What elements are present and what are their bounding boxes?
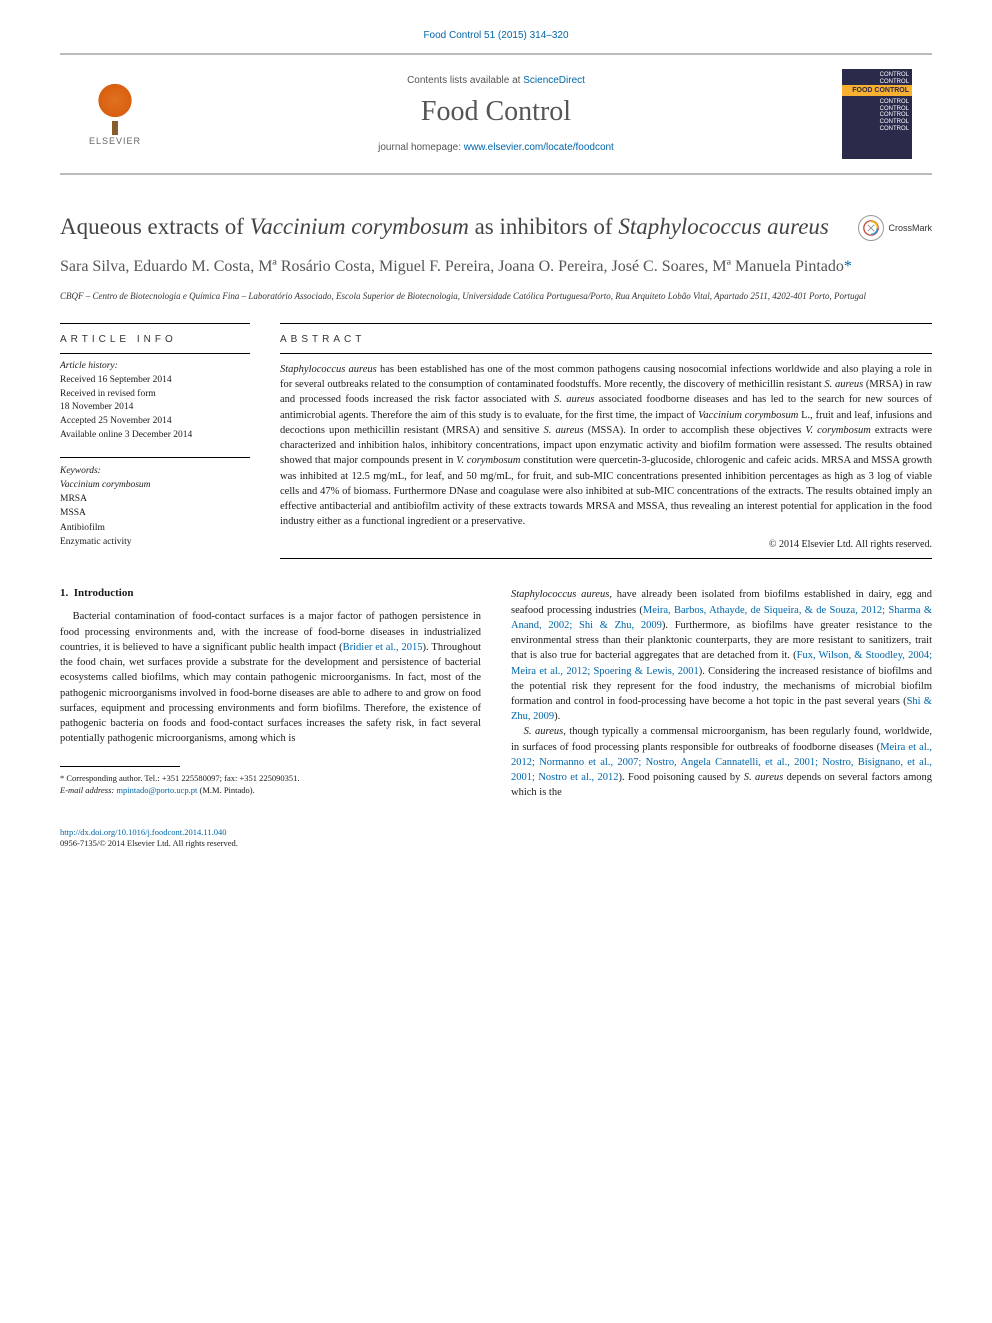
article-info-column: ARTICLE INFO Article history: Received 1…	[60, 323, 250, 559]
revised-label: Received in revised form	[60, 388, 250, 402]
title-row: Aqueous extracts of Vaccinium corymbosum…	[60, 211, 932, 242]
abstract-header: ABSTRACT	[280, 324, 932, 353]
keywords-label: Keywords:	[60, 464, 250, 478]
corresponding-mark: *	[844, 258, 852, 275]
received-date: Received 16 September 2014	[60, 374, 250, 388]
body-column-right: Staphylococcus aureus, have already been…	[511, 587, 932, 800]
homepage-line: journal homepage: www.elsevier.com/locat…	[150, 142, 842, 153]
authors-line: Sara Silva, Eduardo M. Costa, Mª Rosário…	[60, 256, 932, 278]
affiliation: CBQF – Centro de Biotecnologia e Química…	[60, 290, 932, 303]
section-title: Introduction	[74, 587, 134, 599]
footnote-rule	[60, 766, 180, 767]
crossmark-badge[interactable]: CrossMark	[858, 215, 932, 241]
article-info-header: ARTICLE INFO	[60, 324, 250, 353]
body-columns: 1. Introduction Bacterial contamination …	[60, 587, 932, 800]
keyword-item: Vaccinium corymbosum	[60, 478, 250, 492]
paragraph: S. aureus, though typically a commensal …	[511, 724, 932, 800]
elsevier-tree-icon	[90, 83, 140, 133]
corresponding-line: * Corresponding author. Tel.: +351 22558…	[60, 773, 481, 785]
keyword-item: MSSA	[60, 506, 250, 520]
email-line: E-mail address: mpintado@porto.ucp.pt (M…	[60, 785, 481, 797]
homepage-prefix: journal homepage:	[378, 142, 464, 153]
history-label: Article history:	[60, 360, 250, 374]
footer-links: http://dx.doi.org/10.1016/j.foodcont.201…	[60, 827, 932, 851]
issn-line: 0956-7135/© 2014 Elsevier Ltd. All right…	[60, 838, 932, 850]
email-label: E-mail address:	[60, 785, 114, 795]
paragraph: Staphylococcus aureus, have already been…	[511, 587, 932, 724]
elsevier-logo: ELSEVIER	[80, 74, 150, 154]
contents-available-line: Contents lists available at ScienceDirec…	[150, 75, 842, 86]
doi-link[interactable]: http://dx.doi.org/10.1016/j.foodcont.201…	[60, 827, 226, 837]
revised-date: 18 November 2014	[60, 401, 250, 415]
corresponding-footnote: * Corresponding author. Tel.: +351 22558…	[60, 773, 481, 797]
keywords-block: Keywords: Vaccinium corymbosum MRSA MSSA…	[60, 457, 250, 550]
contents-prefix: Contents lists available at	[407, 75, 523, 86]
online-date: Available online 3 December 2014	[60, 429, 250, 443]
keyword-item: Enzymatic activity	[60, 535, 250, 549]
body-text: Bacterial contamination of food-contact …	[60, 609, 481, 746]
header-center: Contents lists available at ScienceDirec…	[150, 75, 842, 153]
elsevier-label: ELSEVIER	[89, 136, 141, 146]
article-title: Aqueous extracts of Vaccinium corymbosum…	[60, 211, 838, 242]
article-history-block: Article history: Received 16 September 2…	[60, 353, 250, 443]
journal-name: Food Control	[150, 96, 842, 128]
email-link[interactable]: mpintado@porto.ucp.pt	[116, 785, 197, 795]
body-text: Staphylococcus aureus, have already been…	[511, 587, 932, 800]
abstract-column: ABSTRACT Staphylococcus aureus has been …	[280, 323, 932, 559]
body-column-left: 1. Introduction Bacterial contamination …	[60, 587, 481, 800]
section-number: 1.	[60, 587, 68, 599]
journal-header: ELSEVIER Contents lists available at Sci…	[60, 53, 932, 175]
email-suffix: (M.M. Pintado).	[200, 785, 255, 795]
abstract-text: Staphylococcus aureus has been establish…	[280, 353, 932, 529]
section-heading: 1. Introduction	[60, 587, 481, 599]
keyword-item: MRSA	[60, 492, 250, 506]
paragraph: Bacterial contamination of food-contact …	[60, 609, 481, 746]
top-citation: Food Control 51 (2015) 314–320	[60, 30, 932, 41]
crossmark-icon	[858, 215, 884, 241]
info-abstract-row: ARTICLE INFO Article history: Received 1…	[60, 323, 932, 559]
accepted-date: Accepted 25 November 2014	[60, 415, 250, 429]
abstract-copyright: © 2014 Elsevier Ltd. All rights reserved…	[280, 539, 932, 550]
journal-cover-thumbnail: CONTROL CONTROL FOOD CONTROL CONTROL CON…	[842, 69, 912, 159]
authors-names: Sara Silva, Eduardo M. Costa, Mª Rosário…	[60, 258, 844, 275]
sciencedirect-link[interactable]: ScienceDirect	[523, 75, 585, 86]
keyword-item: Antibiofilm	[60, 521, 250, 535]
rule	[280, 558, 932, 559]
homepage-link[interactable]: www.elsevier.com/locate/foodcont	[464, 142, 614, 153]
crossmark-label: CrossMark	[888, 223, 932, 233]
